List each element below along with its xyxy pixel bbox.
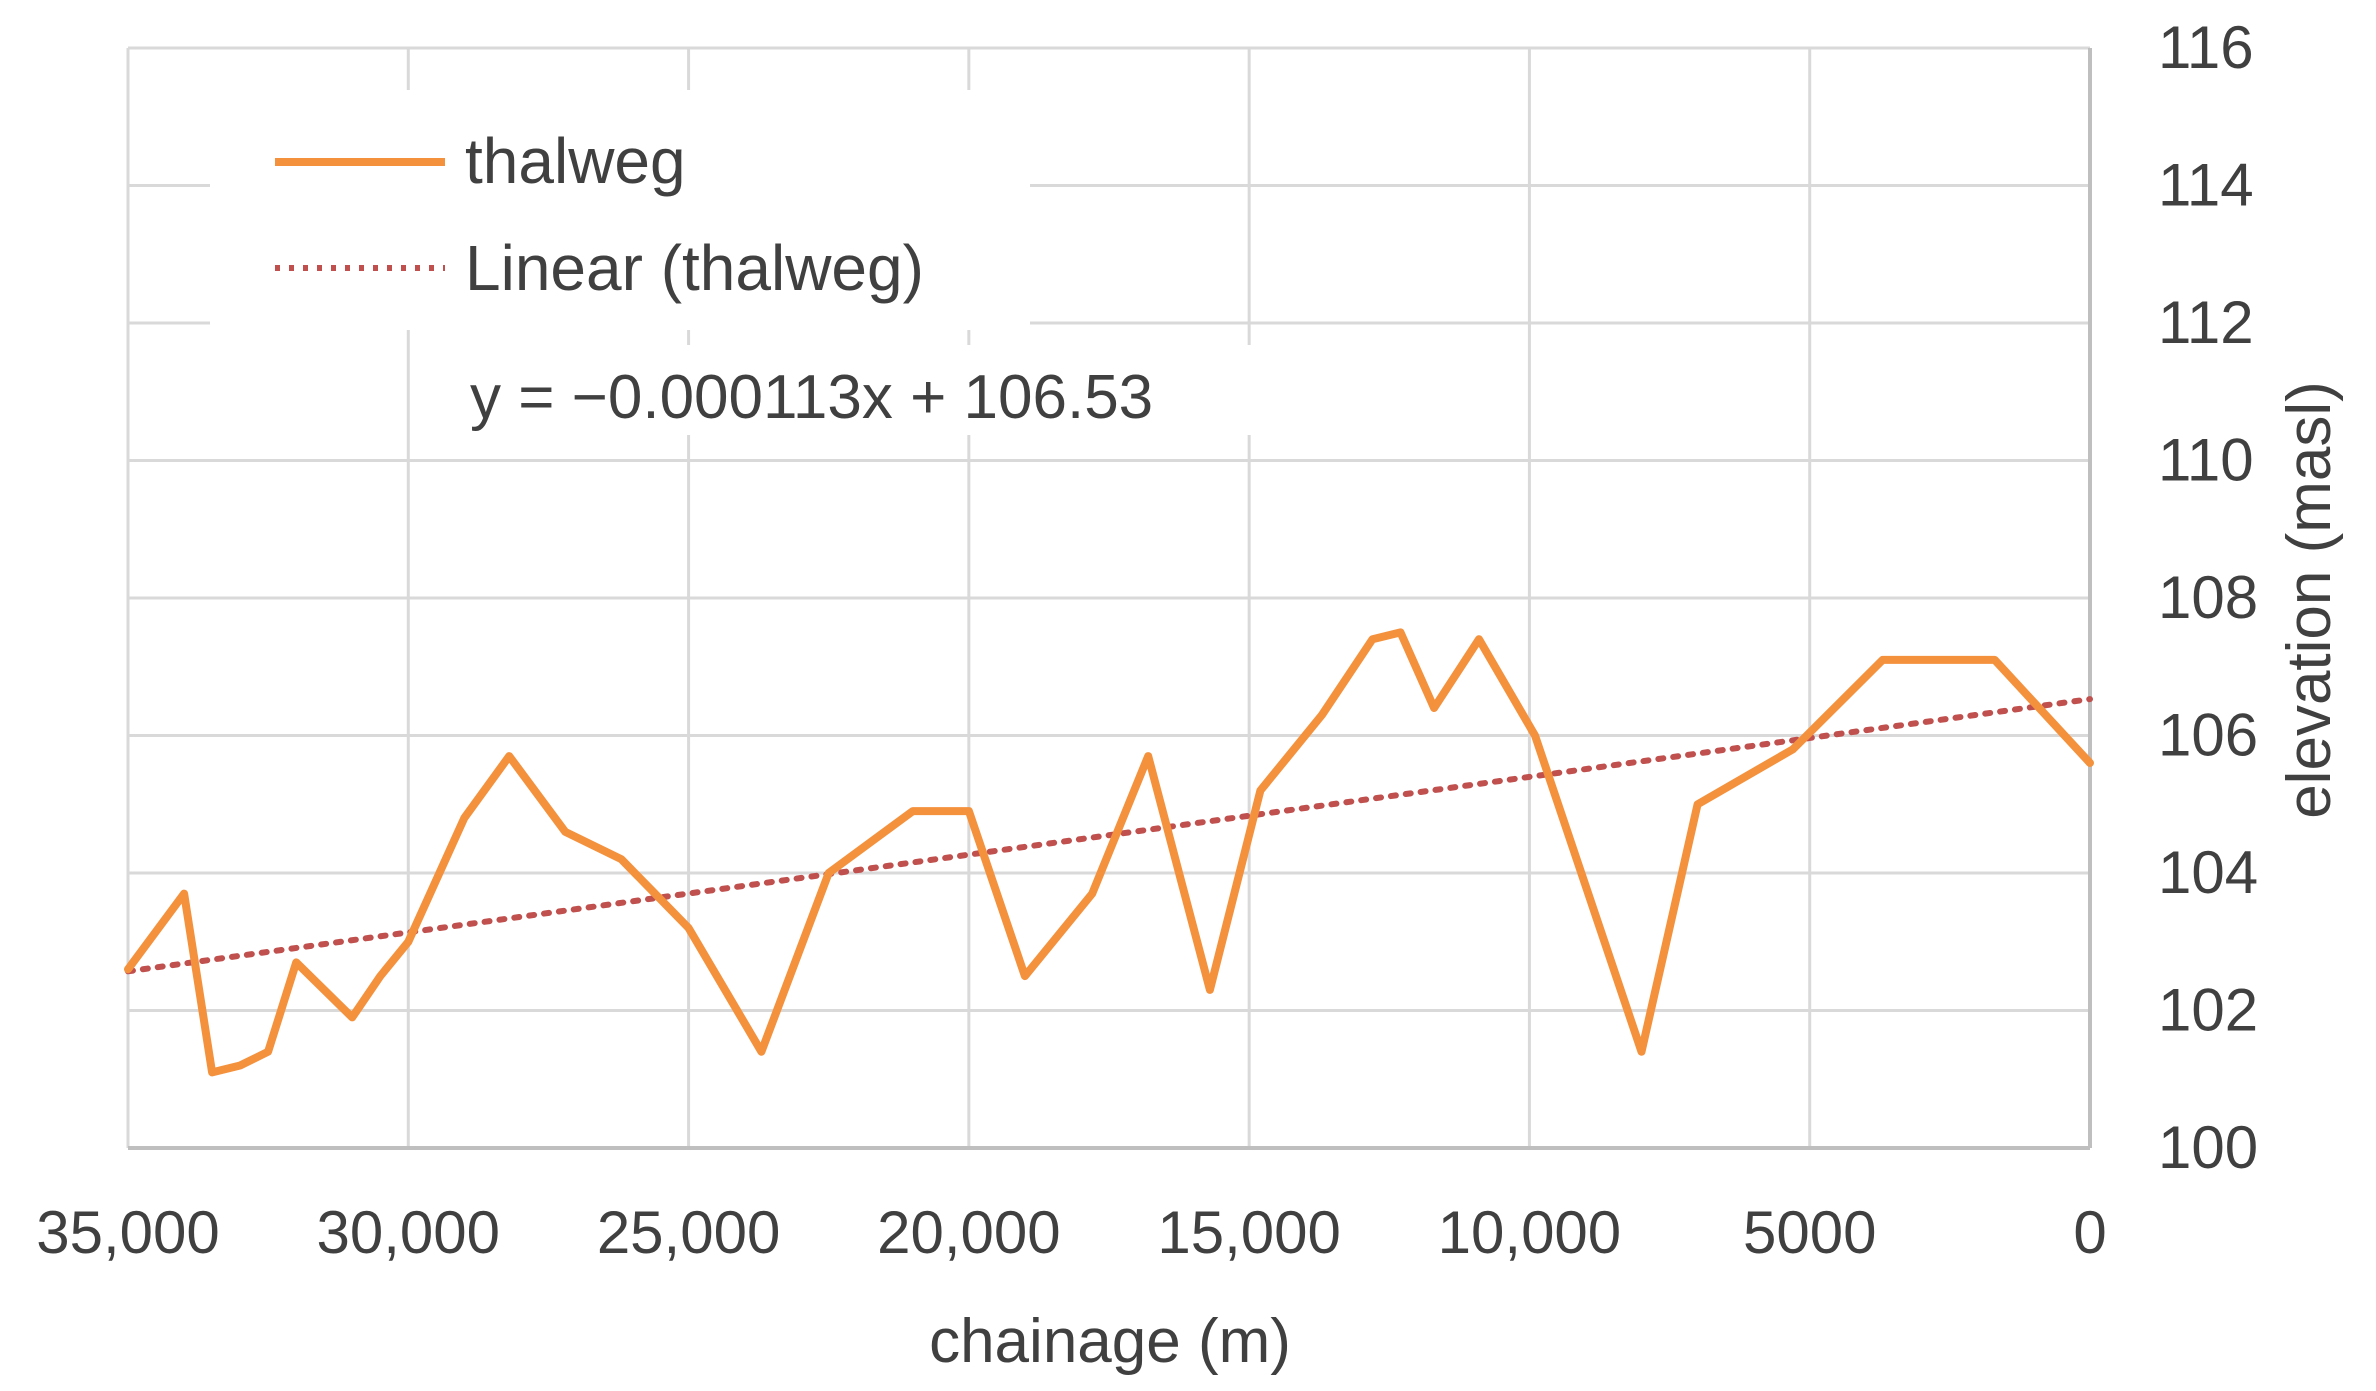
x-axis-title: chainage (m) (929, 1307, 1291, 1376)
legend: thalweg Linear (thalweg) (210, 90, 1030, 330)
x-tick-label: 20,000 (877, 1199, 1061, 1266)
trendline-equation: y = −0.000113x + 106.53 (470, 363, 1153, 432)
series-layer (124, 628, 2094, 1077)
x-tick-labels: 35,000 30,000 25,000 20,000 15,000 10,000 5000… (36, 1199, 2106, 1266)
y-tick-label: 108 (2158, 564, 2258, 631)
legend-label-linear-thalweg: Linear (thalweg) (465, 232, 924, 304)
legend-label-thalweg: thalweg (465, 125, 686, 197)
x-tick-label: 0 (2073, 1199, 2106, 1266)
y-tick-label: 110 (2158, 427, 2254, 494)
x-tick-label: 15,000 (1157, 1199, 1341, 1266)
legend-background (210, 90, 1030, 330)
series-line-thalweg (124, 628, 2094, 1077)
y-axis-title: elevation (masl) (2275, 381, 2344, 819)
y-tick-label: 114 (2158, 152, 2254, 219)
x-tick-label: 30,000 (317, 1199, 501, 1266)
trendline-layer (125, 696, 2093, 975)
y-tick-label: 100 (2158, 1114, 2258, 1181)
series-line-linear-thalweg (125, 696, 2093, 975)
axes (128, 48, 2092, 1150)
y-tick-label: 112 (2158, 289, 2254, 356)
equation-background (455, 345, 1275, 435)
y-tick-label: 102 (2158, 977, 2258, 1044)
x-tick-label: 35,000 (36, 1199, 220, 1266)
y-tick-labels: 100 102 104 106 108 110 112 114 116 (2158, 14, 2258, 1181)
y-tick-label: 106 (2158, 702, 2258, 769)
y-tick-label: 104 (2158, 839, 2258, 906)
x-tick-label: 10,000 (1438, 1199, 1622, 1266)
x-tick-label: 5000 (1743, 1199, 1876, 1266)
grid (126, 46, 2092, 1150)
x-tick-label: 25,000 (597, 1199, 781, 1266)
y-tick-label: 116 (2158, 14, 2254, 81)
